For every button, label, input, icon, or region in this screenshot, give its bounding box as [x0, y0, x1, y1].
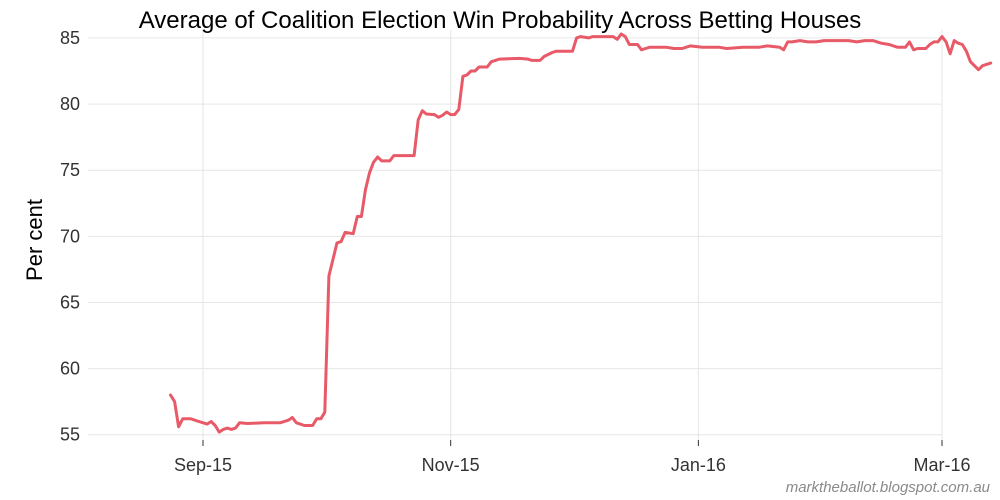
gridlines — [88, 30, 943, 440]
series-line-0 — [169, 32, 993, 434]
y-axis-ticks: 55 60 65 70 75 80 85 — [60, 28, 80, 445]
x-tick-label: Nov-15 — [422, 455, 480, 475]
x-tick-label: Jan-16 — [671, 455, 726, 475]
x-tick-label: Sep-15 — [174, 455, 232, 475]
source-credit: marktheballot.blogspot.com.au — [786, 479, 991, 496]
series-layer — [169, 32, 993, 434]
y-tick-label: 75 — [60, 160, 80, 180]
y-tick-label: 80 — [60, 94, 80, 114]
chart-title: Average of Coalition Election Win Probab… — [139, 7, 862, 34]
x-tick-label: Mar-16 — [913, 455, 970, 475]
y-tick-label: 55 — [60, 425, 80, 445]
y-tick-label: 60 — [60, 359, 80, 379]
y-tick-label: 70 — [60, 226, 80, 246]
x-axis-ticks: Sep-15 Nov-15 Jan-16 Mar-16 — [174, 440, 971, 475]
y-axis-label: Per cent — [22, 199, 47, 281]
y-tick-label: 65 — [60, 292, 80, 312]
y-tick-label: 85 — [60, 28, 80, 48]
